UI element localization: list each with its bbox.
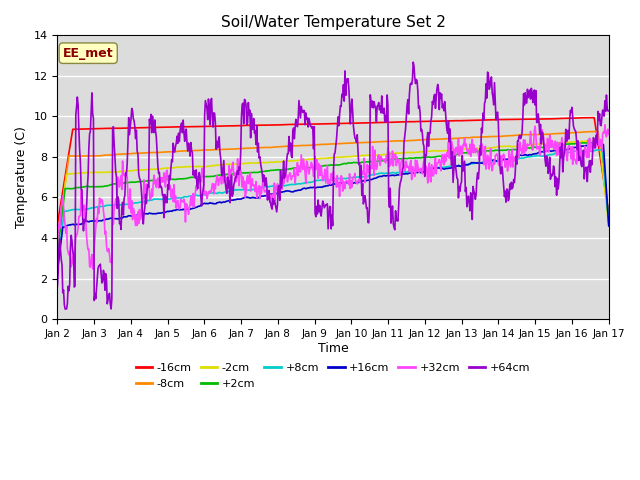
- +32cm: [401, 168, 408, 173]
- -2cm: [176, 164, 184, 170]
- Line: +16cm: +16cm: [58, 144, 609, 271]
- +2cm: [400, 156, 408, 161]
- Title: Soil/Water Temperature Set 2: Soil/Water Temperature Set 2: [221, 15, 445, 30]
- -16cm: [205, 123, 213, 129]
- -16cm: [120, 125, 128, 131]
- -16cm: [54, 221, 61, 227]
- -8cm: [54, 235, 61, 240]
- +64cm: [410, 60, 417, 65]
- +64cm: [54, 284, 61, 289]
- +16cm: [120, 214, 128, 219]
- +2cm: [54, 251, 61, 257]
- Y-axis label: Temperature (C): Temperature (C): [15, 126, 28, 228]
- +2cm: [63, 186, 71, 192]
- +16cm: [605, 223, 612, 229]
- Legend: -16cm, -8cm, -2cm, +2cm, +8cm, +16cm, +32cm, +64cm: -16cm, -8cm, -2cm, +2cm, +8cm, +16cm, +3…: [131, 359, 535, 393]
- Line: +8cm: +8cm: [58, 150, 609, 265]
- -16cm: [63, 160, 71, 166]
- +32cm: [601, 122, 609, 128]
- +2cm: [597, 139, 605, 145]
- +64cm: [121, 192, 129, 198]
- Line: +32cm: +32cm: [58, 125, 609, 269]
- +2cm: [416, 155, 424, 161]
- +8cm: [54, 263, 61, 268]
- +8cm: [599, 147, 607, 153]
- +64cm: [177, 123, 185, 129]
- +32cm: [54, 243, 61, 249]
- Text: EE_met: EE_met: [63, 47, 113, 60]
- +16cm: [400, 171, 408, 177]
- -2cm: [63, 171, 71, 177]
- +64cm: [605, 108, 612, 114]
- +32cm: [121, 171, 129, 177]
- +8cm: [205, 191, 213, 196]
- -16cm: [176, 124, 184, 130]
- X-axis label: Time: Time: [317, 342, 348, 355]
- +8cm: [400, 169, 408, 175]
- -8cm: [205, 147, 213, 153]
- Line: +2cm: +2cm: [58, 142, 609, 254]
- -2cm: [416, 149, 424, 155]
- +16cm: [54, 268, 61, 274]
- +16cm: [176, 207, 184, 213]
- -8cm: [400, 138, 408, 144]
- +8cm: [176, 195, 184, 201]
- +16cm: [416, 169, 424, 175]
- -2cm: [400, 150, 408, 156]
- -8cm: [176, 148, 184, 154]
- -2cm: [120, 168, 128, 174]
- +64cm: [206, 122, 214, 128]
- -16cm: [605, 210, 612, 216]
- -2cm: [205, 163, 213, 169]
- +64cm: [418, 127, 426, 132]
- +64cm: [64, 283, 72, 289]
- +2cm: [120, 180, 128, 186]
- -16cm: [588, 115, 596, 120]
- Line: -2cm: -2cm: [58, 141, 609, 244]
- +32cm: [177, 196, 185, 202]
- +32cm: [206, 188, 214, 193]
- +32cm: [89, 266, 97, 272]
- -16cm: [416, 119, 424, 124]
- +16cm: [63, 223, 71, 228]
- -8cm: [605, 216, 612, 222]
- Line: +64cm: +64cm: [58, 62, 609, 309]
- +16cm: [596, 141, 604, 147]
- Line: -16cm: -16cm: [58, 118, 609, 224]
- +8cm: [605, 222, 612, 228]
- -8cm: [63, 164, 71, 170]
- +2cm: [176, 176, 184, 181]
- -8cm: [120, 151, 128, 157]
- -8cm: [416, 137, 424, 143]
- +32cm: [63, 246, 71, 252]
- -2cm: [605, 223, 612, 229]
- +32cm: [417, 166, 425, 171]
- +32cm: [605, 132, 612, 137]
- +8cm: [416, 166, 424, 172]
- +2cm: [205, 174, 213, 180]
- +16cm: [205, 200, 213, 206]
- +8cm: [120, 202, 128, 207]
- -16cm: [400, 119, 408, 125]
- Line: -8cm: -8cm: [58, 132, 609, 238]
- +64cm: [61, 306, 69, 312]
- -2cm: [596, 138, 604, 144]
- +2cm: [605, 219, 612, 225]
- -8cm: [594, 129, 602, 134]
- +64cm: [401, 133, 408, 139]
- +8cm: [63, 208, 71, 214]
- -2cm: [54, 241, 61, 247]
